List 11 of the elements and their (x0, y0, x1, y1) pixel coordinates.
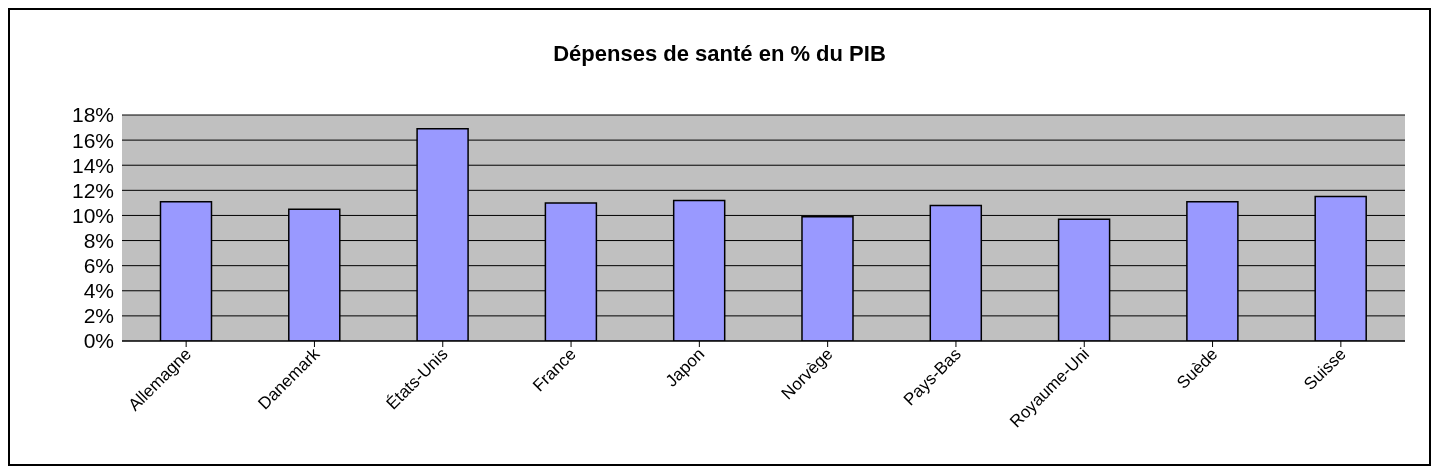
y-tick-label: 0% (83, 329, 114, 353)
y-tick-label: 18% (71, 103, 114, 127)
y-tick-label: 10% (71, 203, 114, 227)
y-tick-label: 8% (83, 229, 114, 253)
y-tick-label: 14% (71, 153, 114, 177)
y-tick-label: 6% (83, 254, 114, 278)
y-tick-label: 4% (83, 279, 114, 303)
y-tick-label: 2% (83, 304, 114, 328)
y-tick-label: 12% (71, 178, 114, 202)
chart-title: Dépenses de santé en % du PIB (552, 40, 887, 68)
y-tick-label: 16% (71, 128, 114, 152)
